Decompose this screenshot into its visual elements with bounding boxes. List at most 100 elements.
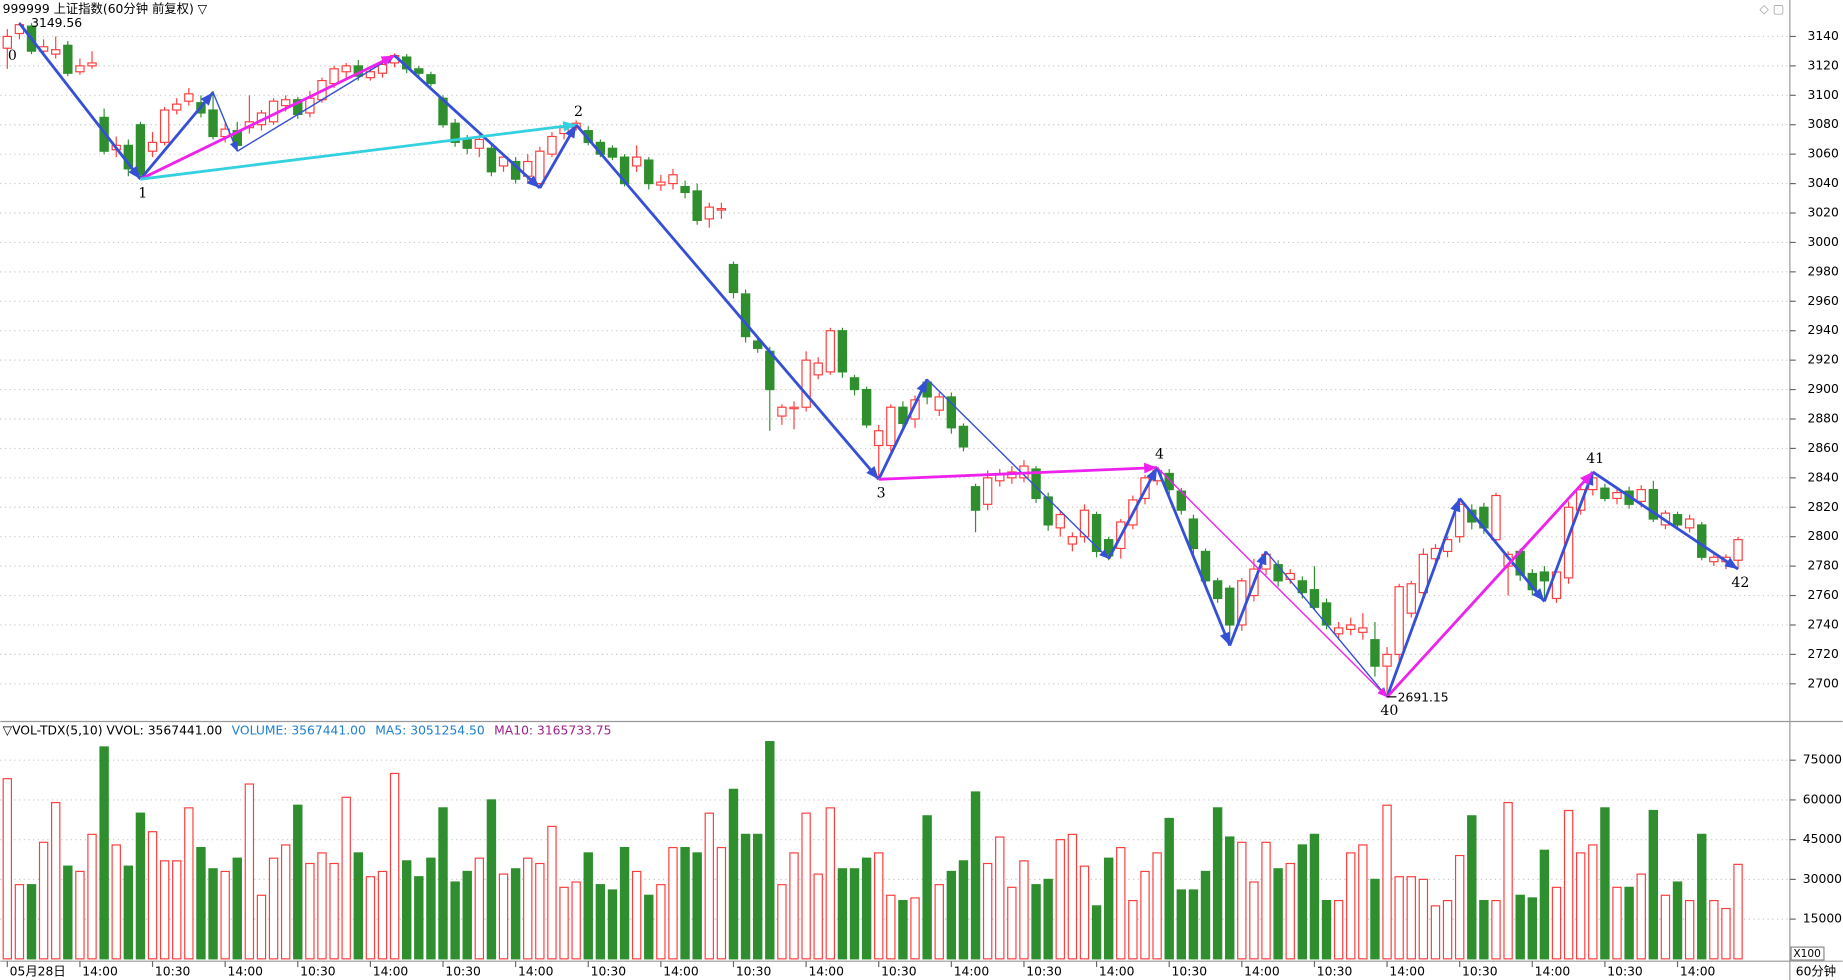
volume-bar [595, 884, 606, 960]
volume-bar [184, 807, 194, 960]
volume-bar [462, 870, 472, 960]
volume-bar [172, 860, 182, 960]
volume-bar [2, 778, 13, 960]
volume-bar [1261, 841, 1271, 960]
candle-body [958, 425, 969, 448]
candle-body [1697, 524, 1707, 558]
wave-arrowhead [1099, 549, 1109, 559]
x-tick-label: 10:30 [736, 964, 772, 978]
y-tick-label: 2900 [1807, 382, 1839, 396]
volume-bar [353, 852, 363, 960]
candle-body [172, 103, 182, 111]
volume-bar [365, 876, 376, 960]
x-tick-label: 14:00 [808, 964, 844, 978]
wave-segment [1385, 497, 1462, 698]
candle-body [668, 174, 678, 185]
wave-arrowhead [380, 55, 395, 66]
volume-bar [474, 857, 485, 960]
volume-bar [111, 844, 121, 960]
wave-arrowhead [562, 121, 577, 132]
volume-bar [619, 847, 630, 960]
candle-body [63, 44, 73, 74]
volume-bar [1164, 817, 1174, 960]
wave-segment [212, 92, 238, 152]
volume-bar [837, 868, 848, 960]
candle-body [837, 330, 848, 373]
volume-bar [1418, 878, 1429, 960]
volume-bar [317, 852, 327, 960]
wave-arrowhead [526, 175, 540, 188]
volume-bar [1116, 847, 1126, 960]
candle-body [704, 206, 714, 220]
candle-body [1273, 564, 1283, 582]
volume-bar [38, 841, 49, 960]
candle-body [547, 135, 557, 155]
x-tick-label: 10:30 [300, 964, 336, 978]
y-tick-label: 2780 [1807, 559, 1839, 573]
wave-arrowhead [1724, 557, 1739, 570]
x-tick-label: 10:30 [445, 964, 481, 978]
wave-segment [1156, 467, 1388, 698]
candle-body [486, 147, 497, 173]
volume-bar [1309, 833, 1320, 960]
volume-header: MA5: 3051254.50 [375, 723, 485, 737]
volume-bar [1321, 899, 1332, 960]
wave-arrowhead [128, 165, 141, 180]
volume-bar [1176, 889, 1187, 960]
volume-bar [656, 884, 666, 960]
volume-bar [874, 852, 884, 960]
volume-bar [886, 894, 896, 960]
y-tick-label: 3020 [1807, 206, 1839, 220]
y-tick-label: 2860 [1807, 441, 1839, 455]
volume-bar [849, 868, 860, 960]
volume-bar [196, 847, 206, 960]
volume-bar [377, 870, 388, 960]
volume-bar [1200, 870, 1211, 960]
volume-bar [523, 857, 533, 960]
candle-body [1043, 496, 1053, 526]
x-tick-label: 05月28日 [10, 964, 66, 978]
candle-body [934, 396, 944, 411]
volume-bar [1442, 899, 1453, 960]
candle-body [462, 138, 472, 149]
wave-segment [1155, 467, 1232, 647]
volume-bar [535, 862, 545, 960]
volume-bar [644, 894, 654, 960]
volume-bar [220, 870, 230, 960]
volume-bar [1600, 807, 1610, 960]
window-icons[interactable]: ◇ ▢ [1759, 2, 1784, 16]
candle-body [426, 74, 436, 85]
wave-segment [1543, 471, 1595, 602]
volume-bar [1539, 849, 1550, 960]
candle-body [1600, 487, 1610, 500]
x-tick-label: 14:00 [518, 964, 554, 978]
candle-body [1225, 587, 1235, 626]
candle-body [1576, 489, 1586, 511]
candle-body [1612, 491, 1622, 500]
volume-header: VOLUME: 3567441.00 [232, 723, 366, 737]
volume-bar [1091, 905, 1102, 960]
candle-body [970, 486, 981, 511]
y-tick-label: 3080 [1807, 117, 1839, 131]
candle-body [87, 62, 97, 67]
candle-body [1297, 580, 1308, 594]
candle-body [813, 362, 823, 376]
wave-segment [926, 378, 1110, 560]
candle-body [1406, 583, 1416, 614]
wave-segment [393, 54, 541, 190]
candle-body [644, 159, 654, 185]
volume-bar [825, 807, 836, 960]
wave-arrowhead [866, 466, 879, 480]
volume-y-tick-label: 45000 [1803, 832, 1842, 846]
wave-segment [18, 22, 142, 181]
volume-bar [1067, 833, 1078, 960]
volume-y-tick-label: 15000 [1803, 912, 1842, 926]
volume-y-tick-label: 60000 [1803, 792, 1842, 806]
candle-body [1091, 514, 1102, 552]
volume-bar [438, 807, 448, 960]
volume-bar [1019, 860, 1029, 960]
wave-segment [236, 54, 395, 152]
volume-bar [1358, 844, 1368, 960]
candle-body [861, 388, 872, 426]
